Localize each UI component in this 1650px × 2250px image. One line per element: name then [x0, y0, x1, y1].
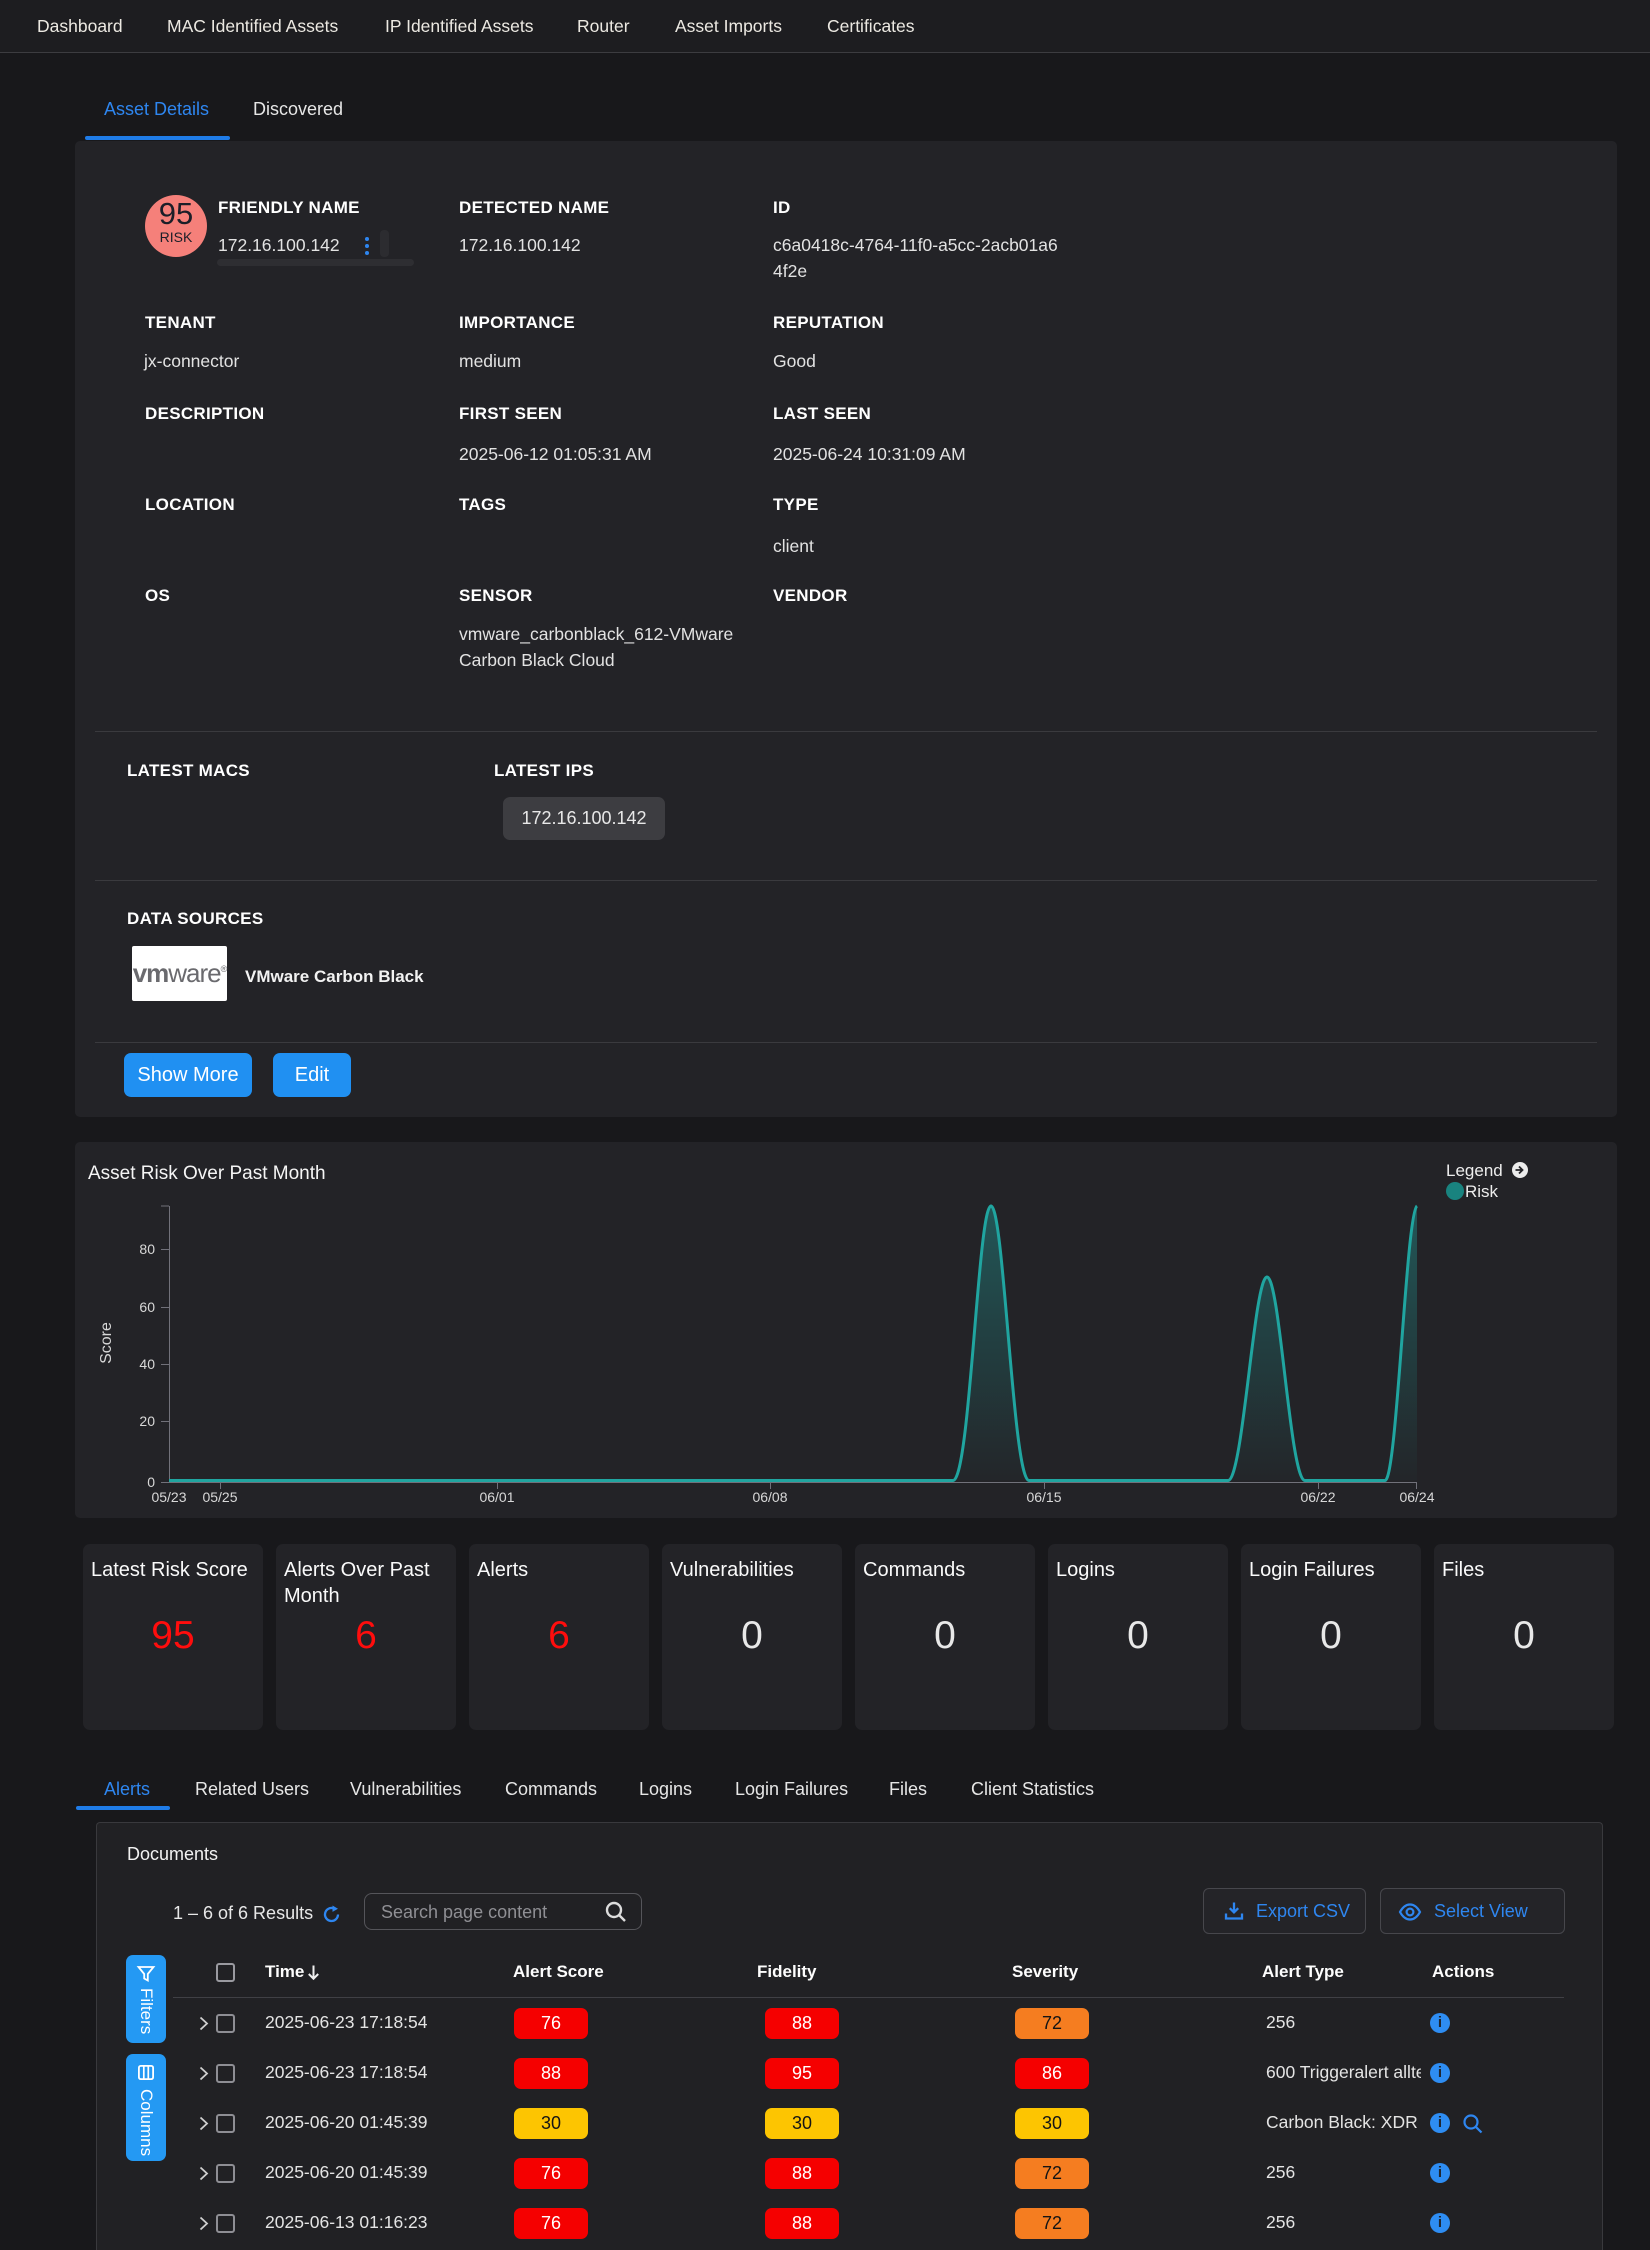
svg-text:05/25: 05/25 — [202, 1489, 237, 1505]
svg-text:0: 0 — [147, 1474, 155, 1490]
svg-text:40: 40 — [139, 1356, 155, 1372]
svg-text:Score: Score — [98, 1322, 115, 1364]
svg-text:06/22: 06/22 — [1300, 1489, 1335, 1505]
svg-text:06/15: 06/15 — [1026, 1489, 1061, 1505]
svg-text:20: 20 — [139, 1413, 155, 1429]
svg-text:05/23: 05/23 — [151, 1489, 186, 1505]
svg-text:80: 80 — [139, 1241, 155, 1257]
svg-text:60: 60 — [139, 1299, 155, 1315]
svg-text:06/08: 06/08 — [752, 1489, 787, 1505]
svg-text:06/24: 06/24 — [1399, 1489, 1434, 1505]
svg-text:06/01: 06/01 — [479, 1489, 514, 1505]
